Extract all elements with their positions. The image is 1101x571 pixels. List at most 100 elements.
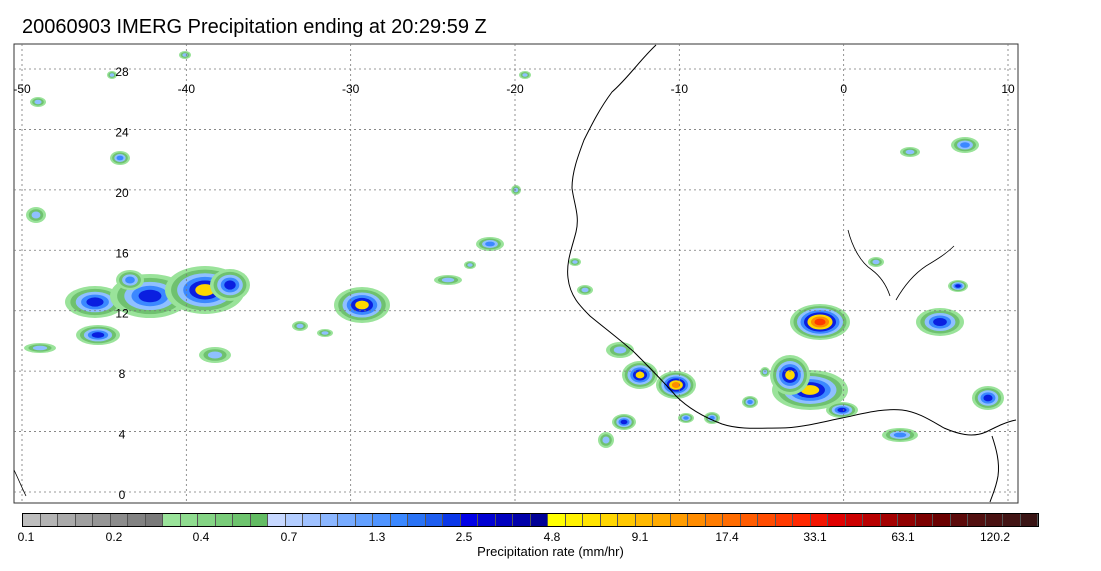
colorbar-swatch [583, 514, 601, 526]
colorbar-swatch [618, 514, 636, 526]
colorbar-swatch [863, 514, 881, 526]
volta-lake [847, 229, 891, 297]
precipitation-colorbar [22, 513, 1039, 527]
latitude-tick-label: 0 [119, 488, 126, 502]
rain-contour [814, 318, 826, 326]
rain-cell [434, 275, 462, 285]
colorbar-swatch [828, 514, 846, 526]
colorbar-swatch [968, 514, 986, 526]
longitude-tick-label: -50 [13, 82, 31, 96]
longitude-tick-label: -30 [342, 82, 360, 96]
rain-contour [467, 263, 473, 267]
colorbar-swatch [180, 514, 198, 526]
colorbar-swatch [338, 514, 356, 526]
rain-contour [91, 332, 105, 338]
colorbar-swatch [478, 514, 496, 526]
niger-river [895, 245, 955, 301]
colorbar-swatch [495, 514, 513, 526]
colorbar-swatch [303, 514, 321, 526]
rain-cell [26, 207, 46, 223]
rain-contour [224, 280, 236, 290]
colorbar-swatch [320, 514, 338, 526]
colorbar-swatch [75, 514, 93, 526]
colorbar-swatch [793, 514, 811, 526]
colorbar-tick-label: 2.5 [455, 530, 473, 544]
rain-cell [569, 258, 581, 266]
colorbar-swatch [653, 514, 671, 526]
colorbar-swatch [163, 514, 181, 526]
colorbar-swatch [40, 514, 58, 526]
colorbar-swatch [880, 514, 898, 526]
latitude-tick-label: 24 [115, 125, 129, 139]
west-africa-coastline [567, 44, 1017, 436]
colorbar-swatch [513, 514, 531, 526]
south-america-coast [13, 469, 27, 497]
rain-cell [199, 347, 231, 363]
colorbar-swatch [530, 514, 548, 526]
colorbar-tick-label: 17.4 [715, 530, 739, 544]
rain-cell [916, 308, 964, 336]
rain-cell [24, 343, 56, 353]
atlantic-storm-west [65, 286, 125, 318]
colorbar-swatch [425, 514, 443, 526]
rain-contour [955, 284, 961, 288]
rain-cell [612, 414, 636, 430]
colorbar-swatch [740, 514, 758, 526]
guinea-coast-cell [622, 361, 658, 389]
rain-contour [905, 149, 915, 155]
colorbar-tick-label: 33.1 [803, 530, 827, 544]
rain-contour [785, 370, 795, 380]
rain-cell [760, 367, 770, 377]
rain-cell [210, 269, 250, 301]
colorbar-swatch [985, 514, 1003, 526]
colorbar-swatch [145, 514, 163, 526]
rain-cell [292, 321, 308, 331]
rain-contour [933, 318, 947, 326]
rain-cell [110, 151, 130, 165]
rain-contour [485, 241, 495, 247]
longitude-tick-label: -20 [506, 82, 524, 96]
rain-contour [116, 155, 124, 161]
rain-contour [635, 371, 645, 379]
axis-tick-labels: -50 -40 -30 -20 -10 0 10 0 4 8 12 16 20 24 28 [13, 65, 1015, 502]
colorbar-swatch [460, 514, 478, 526]
rain-contour [86, 297, 104, 307]
colorbar-swatch [723, 514, 741, 526]
rain-cell [76, 325, 120, 345]
rain-cell [107, 71, 117, 79]
colorbar-swatch [285, 514, 303, 526]
colorbar-swatch [110, 514, 128, 526]
colorbar-swatch [915, 514, 933, 526]
colorbar-tick-label: 0.1 [17, 530, 35, 544]
colorbar-swatch [548, 514, 566, 526]
latitude-tick-label: 20 [115, 186, 129, 200]
rain-contour [32, 345, 48, 351]
rain-contour [207, 351, 223, 359]
bight-coastline [989, 435, 999, 503]
colorbar-tick-label: 0.7 [280, 530, 298, 544]
rain-contour [138, 289, 162, 303]
rain-contour [960, 142, 970, 148]
colorbar-swatch [215, 514, 233, 526]
colorbar-swatch [408, 514, 426, 526]
west-africa-mcs [790, 304, 850, 340]
colorbar-tick-label: 4.8 [543, 530, 561, 544]
colorbar-swatch [198, 514, 216, 526]
rain-contour [355, 300, 369, 310]
rain-cell [464, 261, 476, 269]
map-frame [13, 43, 1019, 504]
longitude-tick-label: -40 [178, 82, 196, 96]
rain-cell [678, 413, 694, 423]
colorbar-swatch [705, 514, 723, 526]
colorbar-swatch [355, 514, 373, 526]
rain-contour [125, 276, 135, 284]
rain-cell [598, 432, 614, 448]
rain-cell [577, 285, 593, 295]
rain-contour [321, 331, 329, 335]
latitude-tick-label: 4 [119, 428, 126, 442]
colorbar-swatch [23, 514, 41, 526]
longitude-tick-label: 0 [840, 82, 847, 96]
colorbar-tick-label: 9.1 [631, 530, 649, 544]
rain-contour [762, 369, 768, 375]
